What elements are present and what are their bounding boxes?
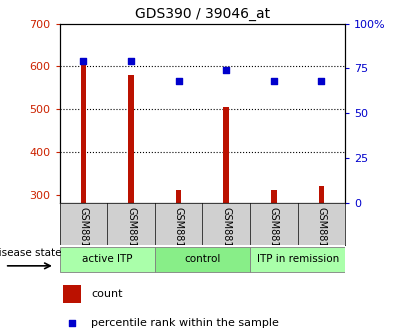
Title: GDS390 / 39046_at: GDS390 / 39046_at: [135, 7, 270, 21]
Text: active ITP: active ITP: [82, 254, 132, 264]
Point: [175, 78, 182, 84]
Text: GSM8814: GSM8814: [79, 207, 88, 253]
Text: GSM8815: GSM8815: [126, 207, 136, 253]
Bar: [63, 285, 81, 303]
Bar: [271, 190, 277, 203]
Text: control: control: [184, 254, 221, 264]
Text: percentile rank within the sample: percentile rank within the sample: [91, 319, 279, 328]
Bar: [60, 247, 155, 272]
Point: [223, 68, 229, 73]
Bar: [319, 186, 324, 203]
Bar: [128, 75, 134, 203]
Text: GSM8817: GSM8817: [221, 207, 231, 253]
Text: disease state: disease state: [0, 248, 62, 258]
Text: count: count: [91, 289, 122, 299]
Point: [128, 58, 134, 64]
Text: GSM8816: GSM8816: [173, 207, 184, 253]
Point: [80, 58, 87, 64]
Text: GSM8819: GSM8819: [316, 207, 326, 253]
Bar: [223, 107, 229, 203]
Bar: [176, 190, 182, 203]
Bar: [81, 63, 86, 203]
Text: ITP in remission: ITP in remission: [256, 254, 339, 264]
Bar: [250, 247, 345, 272]
Point: [69, 321, 75, 326]
Bar: [155, 247, 250, 272]
Point: [270, 78, 277, 84]
Text: GSM8818: GSM8818: [269, 207, 279, 253]
Point: [318, 78, 325, 84]
